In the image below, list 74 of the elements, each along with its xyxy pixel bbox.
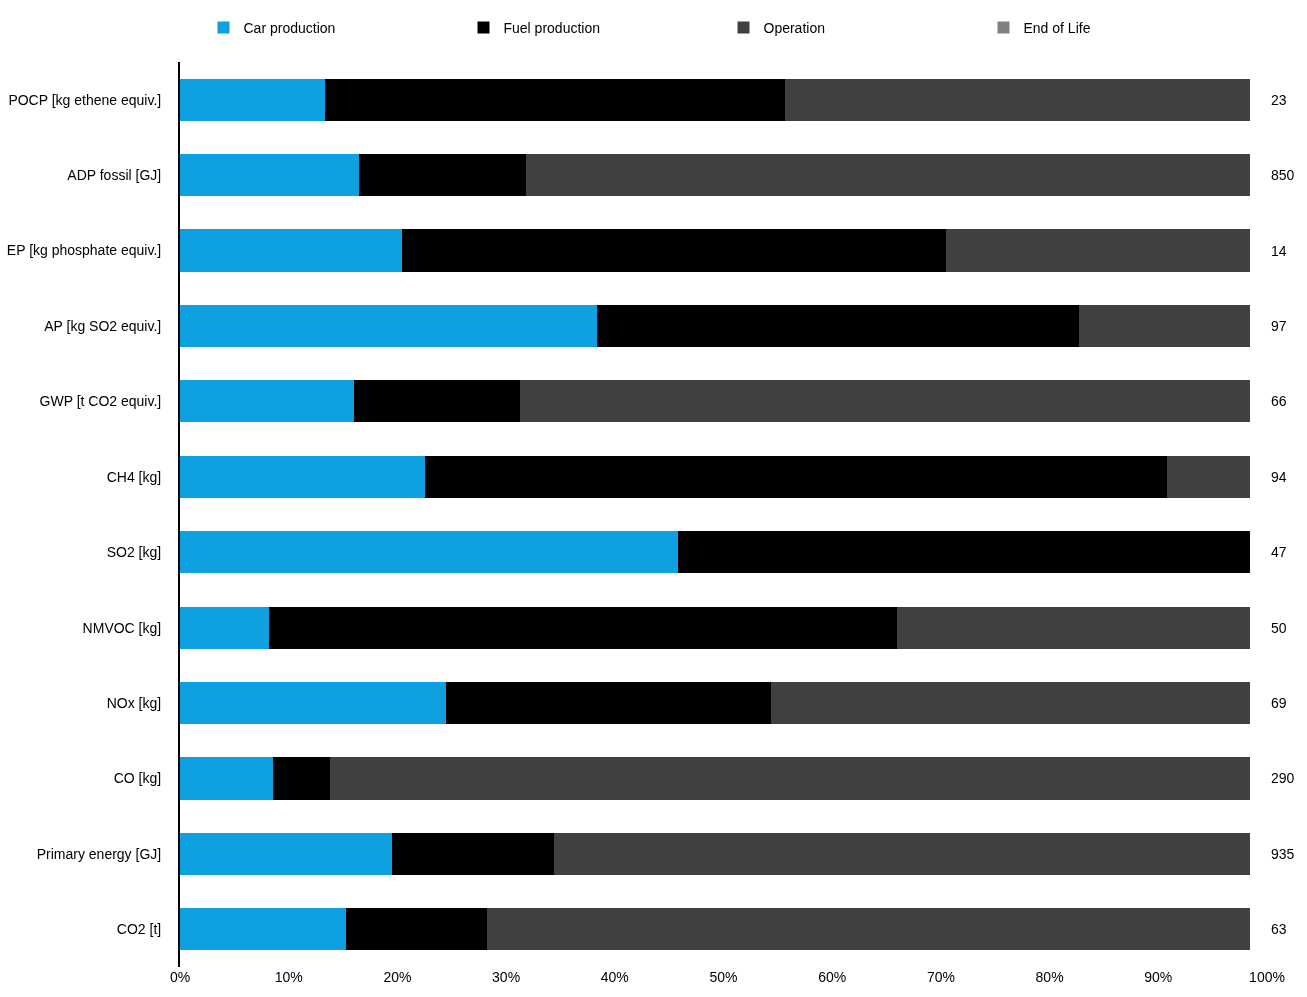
- bar: [946, 229, 1250, 272]
- bar: [346, 908, 487, 951]
- bar: [180, 757, 274, 800]
- text: 290: [1271, 770, 1295, 786]
- y-tick-label: EP [kg phosphate equiv.]: [6, 242, 162, 259]
- bar: [520, 380, 1250, 423]
- bar: [180, 681, 447, 725]
- text: 23: [1271, 92, 1287, 108]
- bar: [180, 229, 402, 272]
- x-tick-label: 100%: [1249, 969, 1285, 985]
- y-tick-label: CO2 [t]: [116, 921, 162, 938]
- bar: [273, 757, 331, 800]
- y-tick-label: NOx [kg]: [106, 694, 162, 711]
- x-tick-label: 90%: [1144, 969, 1173, 985]
- legend-label: Operation: [763, 19, 825, 36]
- bar: [597, 304, 1079, 348]
- bar: [771, 681, 1250, 725]
- bar: [180, 832, 392, 875]
- y-tick-label: Primary energy [GJ]: [36, 845, 162, 862]
- text: 50: [1271, 620, 1287, 636]
- y-tick-label: POCP [kg ethene equiv.]: [8, 91, 162, 108]
- y-tick-label: NMVOC [kg]: [82, 619, 162, 636]
- x-tick-label: 0%: [169, 969, 191, 985]
- bar: [553, 832, 1250, 875]
- text: 14: [1271, 243, 1287, 259]
- bar: [180, 78, 325, 121]
- x-tick-label: 30%: [492, 969, 521, 985]
- bar: [1167, 455, 1250, 498]
- legend-label: End of Life: [1023, 19, 1091, 36]
- bar: [446, 681, 772, 725]
- bar: [180, 304, 598, 348]
- y-tick-label: GWP [t CO2 equiv.]: [39, 393, 162, 410]
- x-tick-label: 80%: [1035, 969, 1064, 985]
- x-tick-label: 70%: [926, 969, 955, 985]
- text: 47: [1271, 544, 1287, 560]
- y-tick-label: ADP fossil [GJ]: [67, 167, 162, 184]
- legend-label: Car production: [243, 19, 336, 36]
- bar: [677, 531, 1250, 574]
- bar: [180, 154, 360, 197]
- text: 97: [1271, 318, 1287, 334]
- text: 850: [1271, 167, 1295, 183]
- x-tick-label: 10%: [274, 969, 303, 985]
- x-tick-label: 20%: [383, 969, 412, 985]
- text: 69: [1271, 695, 1287, 711]
- bar: [1078, 304, 1250, 348]
- bar: [180, 908, 347, 951]
- x-tick-label: 50%: [709, 969, 738, 985]
- bar: [897, 606, 1250, 649]
- bar: [401, 229, 947, 272]
- text: 94: [1271, 469, 1287, 485]
- bar: [424, 455, 1167, 498]
- bar: [269, 606, 898, 649]
- text: 66: [1271, 393, 1287, 409]
- bar: [324, 78, 786, 121]
- bar: [180, 455, 425, 498]
- text: 935: [1271, 846, 1295, 862]
- y-tick-label: CO [kg]: [113, 770, 162, 787]
- bar: [359, 154, 526, 197]
- bar: [180, 531, 678, 574]
- bar: [785, 78, 1250, 121]
- text: 63: [1271, 921, 1287, 937]
- y-tick-label: CH4 [kg]: [106, 468, 162, 485]
- bar: [391, 832, 554, 875]
- bar: [180, 606, 270, 649]
- x-tick-label: 40%: [600, 969, 629, 985]
- bar: [486, 908, 1250, 951]
- bar: [330, 757, 1250, 800]
- x-tick-label: 60%: [818, 969, 847, 985]
- bar: [180, 380, 354, 423]
- y-tick-label: SO2 [kg]: [106, 544, 162, 561]
- y-tick-label: AP [kg SO2 equiv.]: [44, 317, 162, 334]
- legend-label: Fuel production: [503, 19, 601, 36]
- bar: [353, 380, 521, 423]
- bar: [525, 154, 1250, 197]
